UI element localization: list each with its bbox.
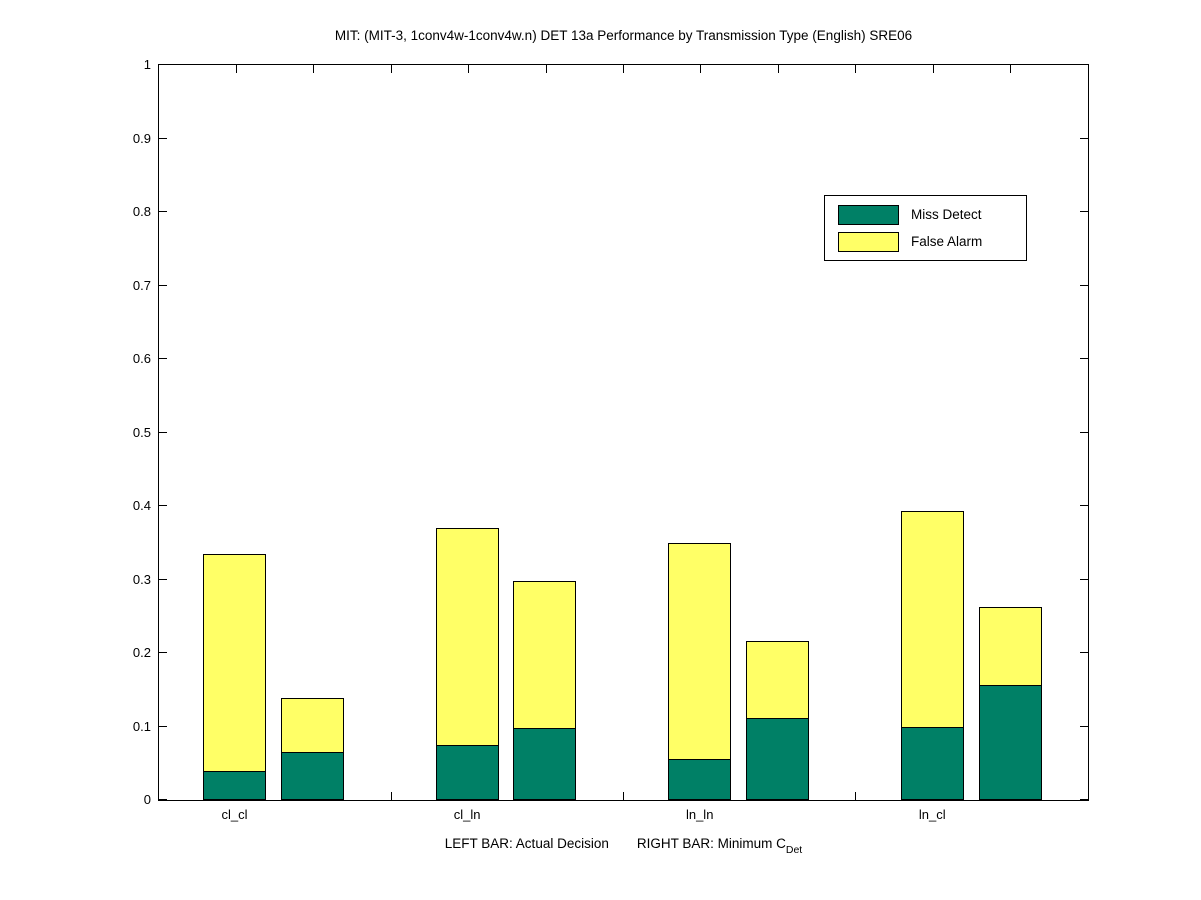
bar-ln_ln-left-false-alarm-segment [668,543,732,760]
bar-cl_cl-right-false-alarm-segment [280,698,344,753]
x-tick-top [235,65,237,73]
legend-entry-miss-detect: Miss Detect [838,204,1026,225]
legend-entry-false-alarm: False Alarm [838,231,1026,252]
bar-ln_ln-right-false-alarm-segment [746,641,809,719]
x-axis-label: LEFT BAR: Actual Decision RIGHT BAR: Mini… [159,836,1088,856]
y-tick-right [1080,725,1088,727]
y-tick-right [1080,358,1088,359]
x-tick-top [932,65,934,73]
y-tick-left [159,652,167,653]
x-tick-label: ln_cl [918,807,946,822]
x-axis-label-left-bar: LEFT BAR: Actual Decision [444,836,609,851]
y-tick-left [159,799,167,800]
y-tick-left [159,358,167,359]
y-tick-right [1080,137,1088,139]
bar-ln_cl-right-false-alarm-segment [978,607,1042,686]
y-tick-right [1080,652,1088,653]
bar-ln_cl-right-miss-detect-segment [978,685,1042,800]
x-tick-top [545,65,547,73]
y-tick-right [1080,505,1088,506]
bar-ln_cl-left-miss-detect-segment [900,727,964,800]
y-tick-left [159,284,167,286]
x-axis-label-right-bar: RIGHT BAR: Minimum C [636,836,786,851]
legend-label-false-alarm: False Alarm [911,234,983,249]
y-tick-label: 0.8 [132,204,151,219]
x-axis-label-subscript: Det [785,844,803,856]
y-tick-label: 0.2 [132,645,151,660]
legend-swatch-miss-detect [838,204,899,225]
bar-cl_ln-left-false-alarm-segment [435,528,499,746]
x-tick-top [700,65,702,73]
x-tick-top [313,65,315,73]
bar-ln_cl-left-false-alarm-segment [900,511,964,728]
y-tick-left [159,211,167,212]
y-tick-right [1080,211,1088,212]
x-tick-top [468,65,470,73]
y-tick-right [1080,431,1088,433]
x-tick-bottom [623,792,624,800]
x-tick-label: cl_ln [453,807,481,822]
y-tick-right [1080,284,1088,286]
y-tick-left [159,725,167,727]
x-tick-top [390,65,392,73]
y-tick-label: 0.9 [132,130,151,146]
y-tick-right [1080,578,1088,580]
y-tick-right [1080,799,1088,800]
x-tick-top [855,65,857,73]
y-tick-label: 0 [143,792,151,807]
bar-cl_cl-left-false-alarm-segment [203,554,266,772]
x-tick-label: cl_cl [221,807,248,822]
legend-swatch-false-alarm [838,231,899,252]
x-tick-top [1010,65,1012,73]
legend-label-miss-detect: Miss Detect [911,207,982,222]
x-tick-bottom [390,792,392,800]
y-tick-right [1080,64,1088,65]
bar-cl_ln-right-miss-detect-segment [513,728,577,800]
y-tick-label: 1 [143,57,151,72]
y-tick-left [159,431,167,433]
y-tick-label: 0.3 [132,571,151,587]
x-tick-label: ln_ln [685,807,714,822]
x-tick-top [623,65,624,73]
bar-cl_ln-left-miss-detect-segment [435,745,499,800]
x-tick-bottom [855,792,857,800]
y-tick-left [159,64,167,65]
bar-ln_ln-left-miss-detect-segment [668,759,732,800]
y-tick-label: 0.1 [132,718,151,734]
bar-cl_cl-right-miss-detect-segment [280,752,344,800]
y-tick-left [159,505,167,506]
y-tick-label: 0.6 [132,351,151,366]
legend: Miss Detect False Alarm [824,195,1027,261]
y-tick-label: 0.7 [132,277,151,293]
chart-title: MIT: (MIT-3, 1conv4w-1conv4w.n) DET 13a … [334,28,913,43]
y-tick-label: 0.5 [132,424,151,440]
y-tick-left [159,137,167,139]
x-tick-top [777,65,779,73]
bar-ln_ln-right-miss-detect-segment [746,718,809,800]
bar-cl_ln-right-false-alarm-segment [513,581,577,729]
y-tick-left [159,578,167,580]
plot-area: Miss Detect False Alarm LEFT BAR: Actual… [133,57,1089,856]
y-tick-label: 0.4 [132,498,151,513]
bar-cl_cl-left-miss-detect-segment [203,771,266,800]
